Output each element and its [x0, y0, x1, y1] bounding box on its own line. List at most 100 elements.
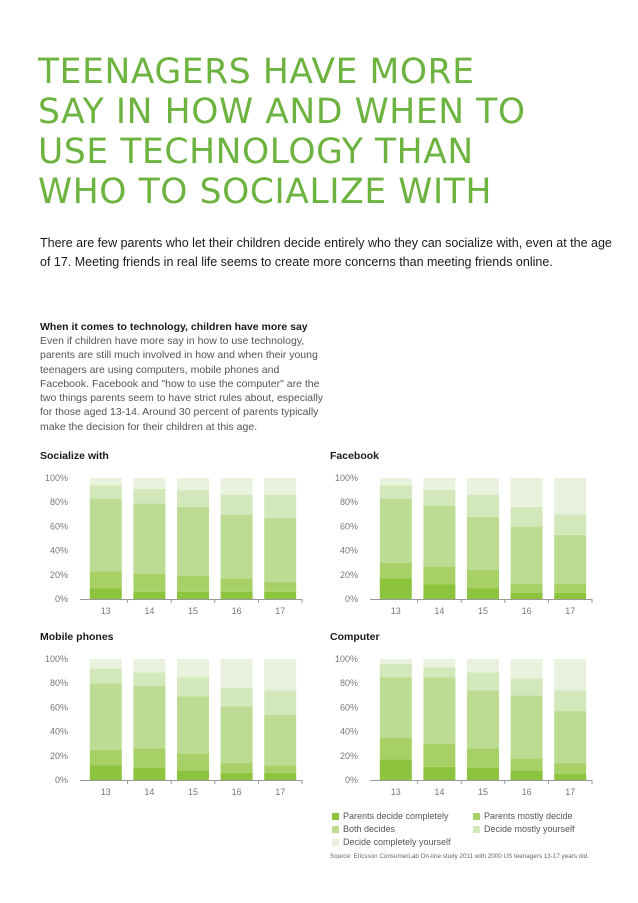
chart-title: Socialize with: [40, 450, 109, 462]
bar-segment: [220, 772, 253, 780]
bar-segment: [510, 507, 543, 527]
y-tick-label: 0%: [55, 775, 68, 785]
bar-segment: [264, 582, 297, 592]
bar-segment: [133, 503, 166, 574]
chart-svg: 0% 20% 40% 60% 80% 100% 13 14 15 16 17: [45, 473, 303, 616]
bar-segment: [379, 737, 412, 760]
y-tick-label: 60%: [50, 521, 68, 531]
section-heading: When it comes to technology, children ha…: [40, 321, 308, 333]
x-tick-label: 13: [391, 787, 401, 797]
bar-segment: [554, 534, 587, 584]
bar-segment: [423, 584, 456, 599]
bar-segment: [554, 690, 587, 712]
x-tick-label: 17: [565, 787, 575, 797]
bar-segment: [423, 490, 456, 506]
section-body: Even if children have more say in how to…: [40, 335, 324, 433]
bar-segment: [554, 592, 587, 599]
y-tick-label: 40%: [340, 727, 358, 737]
bar-segment: [220, 578, 253, 592]
page-title: TEENAGERS HAVE MORE SAY IN HOW AND WHEN …: [38, 52, 618, 212]
bar-segment: [264, 772, 297, 780]
bar-segment: [379, 498, 412, 563]
chart-svg: 0% 20% 40% 60% 80% 100% 13 14 15 16 17: [335, 654, 593, 797]
bar-segment: [220, 494, 253, 515]
bar-segment: [554, 514, 587, 535]
bar-segment: [177, 507, 209, 577]
bar-segment: [133, 672, 166, 686]
chart-computer: Computer 0% 20% 40% 60% 80% 100% 13 14 15 16 17: [330, 631, 600, 801]
bar-segment: [220, 659, 253, 689]
chart-title: Mobile phones: [40, 631, 114, 643]
bar-segment: [510, 695, 543, 759]
legend-swatch: [332, 812, 339, 820]
x-tick-label: 17: [275, 606, 285, 616]
intro-paragraph: There are few parents who let their chil…: [40, 236, 612, 269]
title-line: USE TECHNOLOGY THAN: [38, 132, 474, 172]
y-tick-label: 80%: [50, 497, 68, 507]
bar-segment: [510, 583, 543, 593]
x-tick-label: 17: [565, 606, 575, 616]
bar-segment: [510, 592, 543, 599]
x-tick-label: 15: [478, 606, 488, 616]
bar-segment: [220, 688, 253, 707]
legend-label: Parents mostly decide: [484, 811, 573, 821]
bar-segment: [133, 659, 166, 673]
x-tick-label: 13: [391, 606, 401, 616]
y-tick-label: 20%: [50, 570, 68, 580]
x-tick-label: 15: [188, 787, 198, 797]
bar-segment: [423, 667, 456, 678]
bar-segment: [467, 672, 499, 691]
y-tick-label: 100%: [335, 654, 358, 664]
y-tick-label: 40%: [50, 546, 68, 556]
bar-segment: [423, 766, 456, 780]
bar-segment: [177, 576, 209, 592]
y-tick-label: 80%: [340, 678, 358, 688]
bar-segment: [133, 478, 166, 489]
x-tick-label: 14: [434, 606, 444, 616]
bar-segment: [554, 711, 587, 764]
legend-swatch: [332, 838, 339, 846]
y-tick-label: 0%: [55, 594, 68, 604]
bar-segment: [89, 571, 122, 589]
bar-segment: [554, 583, 587, 593]
bar-segment: [89, 485, 122, 499]
chart-mobile-phones: Mobile phones 0% 20% 40% 60% 80% 100% 13 14 15 16…: [40, 631, 310, 801]
bar-segment: [177, 478, 209, 491]
bar-segment: [177, 659, 209, 678]
legend-swatch: [473, 825, 480, 833]
y-tick-label: 80%: [340, 497, 358, 507]
bar-segment: [554, 659, 587, 691]
bar-segment: [264, 478, 297, 495]
bar-segment: [89, 588, 122, 599]
legend-swatch: [473, 812, 480, 820]
x-tick-label: 14: [144, 787, 154, 797]
bar-segment: [467, 690, 499, 749]
bar-segment: [89, 478, 122, 486]
bar-segment: [467, 659, 499, 673]
title-line: WHO TO SOCIALIZE WITH: [38, 172, 492, 212]
y-tick-label: 100%: [335, 473, 358, 483]
bar-segment: [264, 765, 297, 773]
x-tick-label: 14: [434, 787, 444, 797]
y-tick-label: 20%: [340, 570, 358, 580]
x-tick-label: 15: [478, 787, 488, 797]
chart-socialize-with: Socialize with 0% 20% 40% 60% 80% 100% 13 14 15 1…: [40, 450, 310, 620]
legend-item: Both decides: [332, 824, 395, 834]
y-tick-label: 40%: [340, 546, 358, 556]
y-tick-label: 60%: [50, 702, 68, 712]
bar-segment: [379, 759, 412, 780]
chart-svg: 0% 20% 40% 60% 80% 100% 13 14 15 16 17: [335, 473, 593, 616]
bar-segment: [379, 478, 412, 486]
chart-svg: 0% 20% 40% 60% 80% 100% 13 14 15 16 17: [45, 654, 303, 797]
bar-segment: [220, 591, 253, 599]
bar-segment: [423, 505, 456, 567]
bar-segment: [379, 485, 412, 499]
legend-label: Decide completely yourself: [343, 837, 451, 847]
bar-segment: [89, 668, 122, 684]
title-line: SAY IN HOW AND WHEN TO: [38, 92, 526, 132]
bar-segment: [379, 562, 412, 579]
y-tick-label: 100%: [45, 473, 68, 483]
bar-segment: [89, 683, 122, 750]
bar-segment: [510, 478, 543, 508]
bar-segment: [510, 678, 543, 696]
